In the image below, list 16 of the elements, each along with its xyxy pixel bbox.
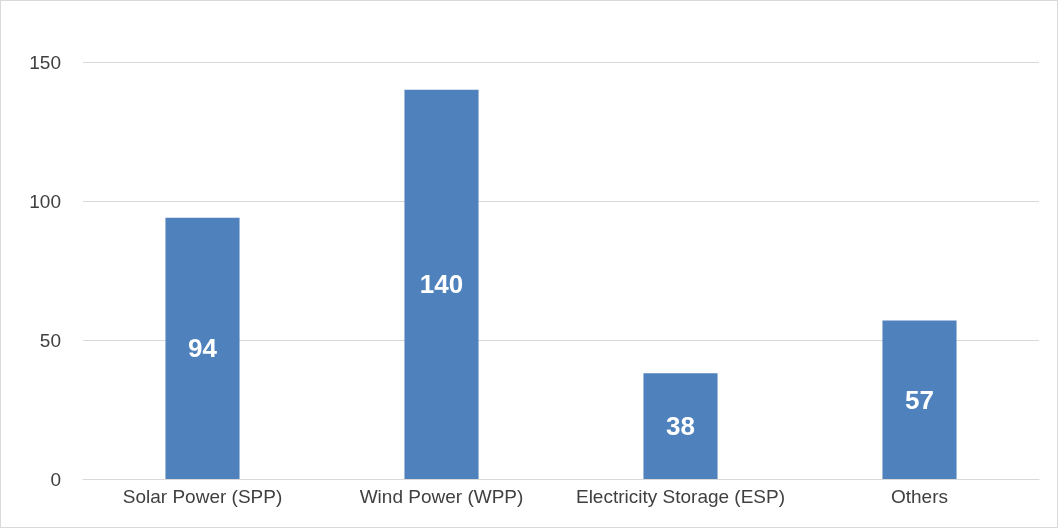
x-tick-label: Solar Power (SPP) xyxy=(122,486,283,507)
bar xyxy=(404,89,479,479)
x-tick-label: Electricity Storage (ESP) xyxy=(575,486,786,507)
data-label: 140 xyxy=(419,269,464,300)
y-tick-label: 50 xyxy=(39,329,61,351)
bar xyxy=(882,320,957,479)
data-label: 94 xyxy=(188,333,218,364)
bar xyxy=(165,217,240,479)
data-label: 38 xyxy=(666,411,695,442)
y-tick-label: 100 xyxy=(29,190,61,212)
y-tick-label: 0 xyxy=(50,468,61,490)
bar xyxy=(643,373,718,479)
data-label: 57 xyxy=(905,384,934,415)
x-tick-label: Wind Power (WPP) xyxy=(359,486,524,507)
x-tick-label: Others xyxy=(890,486,949,507)
y-tick-label: 150 xyxy=(29,51,61,73)
